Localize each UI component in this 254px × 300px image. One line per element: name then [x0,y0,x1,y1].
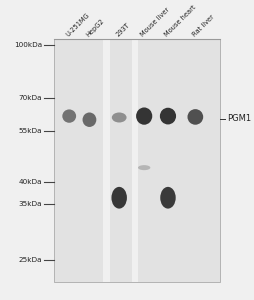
Text: 293T: 293T [115,22,131,38]
Ellipse shape [82,112,96,127]
Text: Mouse heart: Mouse heart [163,4,197,38]
Text: HepG2: HepG2 [85,18,105,38]
Text: 40kDa: 40kDa [18,178,42,184]
Text: Rat liver: Rat liver [190,14,214,38]
Ellipse shape [160,187,175,208]
Text: PGM1: PGM1 [227,114,251,123]
Ellipse shape [111,187,126,208]
Ellipse shape [137,165,150,170]
Bar [131,40,137,282]
Text: 55kDa: 55kDa [18,128,42,134]
Ellipse shape [136,107,152,125]
Text: 100kDa: 100kDa [14,42,42,48]
Ellipse shape [159,108,175,124]
Ellipse shape [187,109,202,125]
Text: 70kDa: 70kDa [18,95,42,101]
Bar [54,40,219,282]
Text: 25kDa: 25kDa [18,256,42,262]
Text: 35kDa: 35kDa [18,201,42,207]
Ellipse shape [62,110,76,123]
Bar [102,40,109,282]
Text: U-251MG: U-251MG [65,12,90,38]
Ellipse shape [111,112,126,122]
Text: Mouse liver: Mouse liver [139,7,170,38]
